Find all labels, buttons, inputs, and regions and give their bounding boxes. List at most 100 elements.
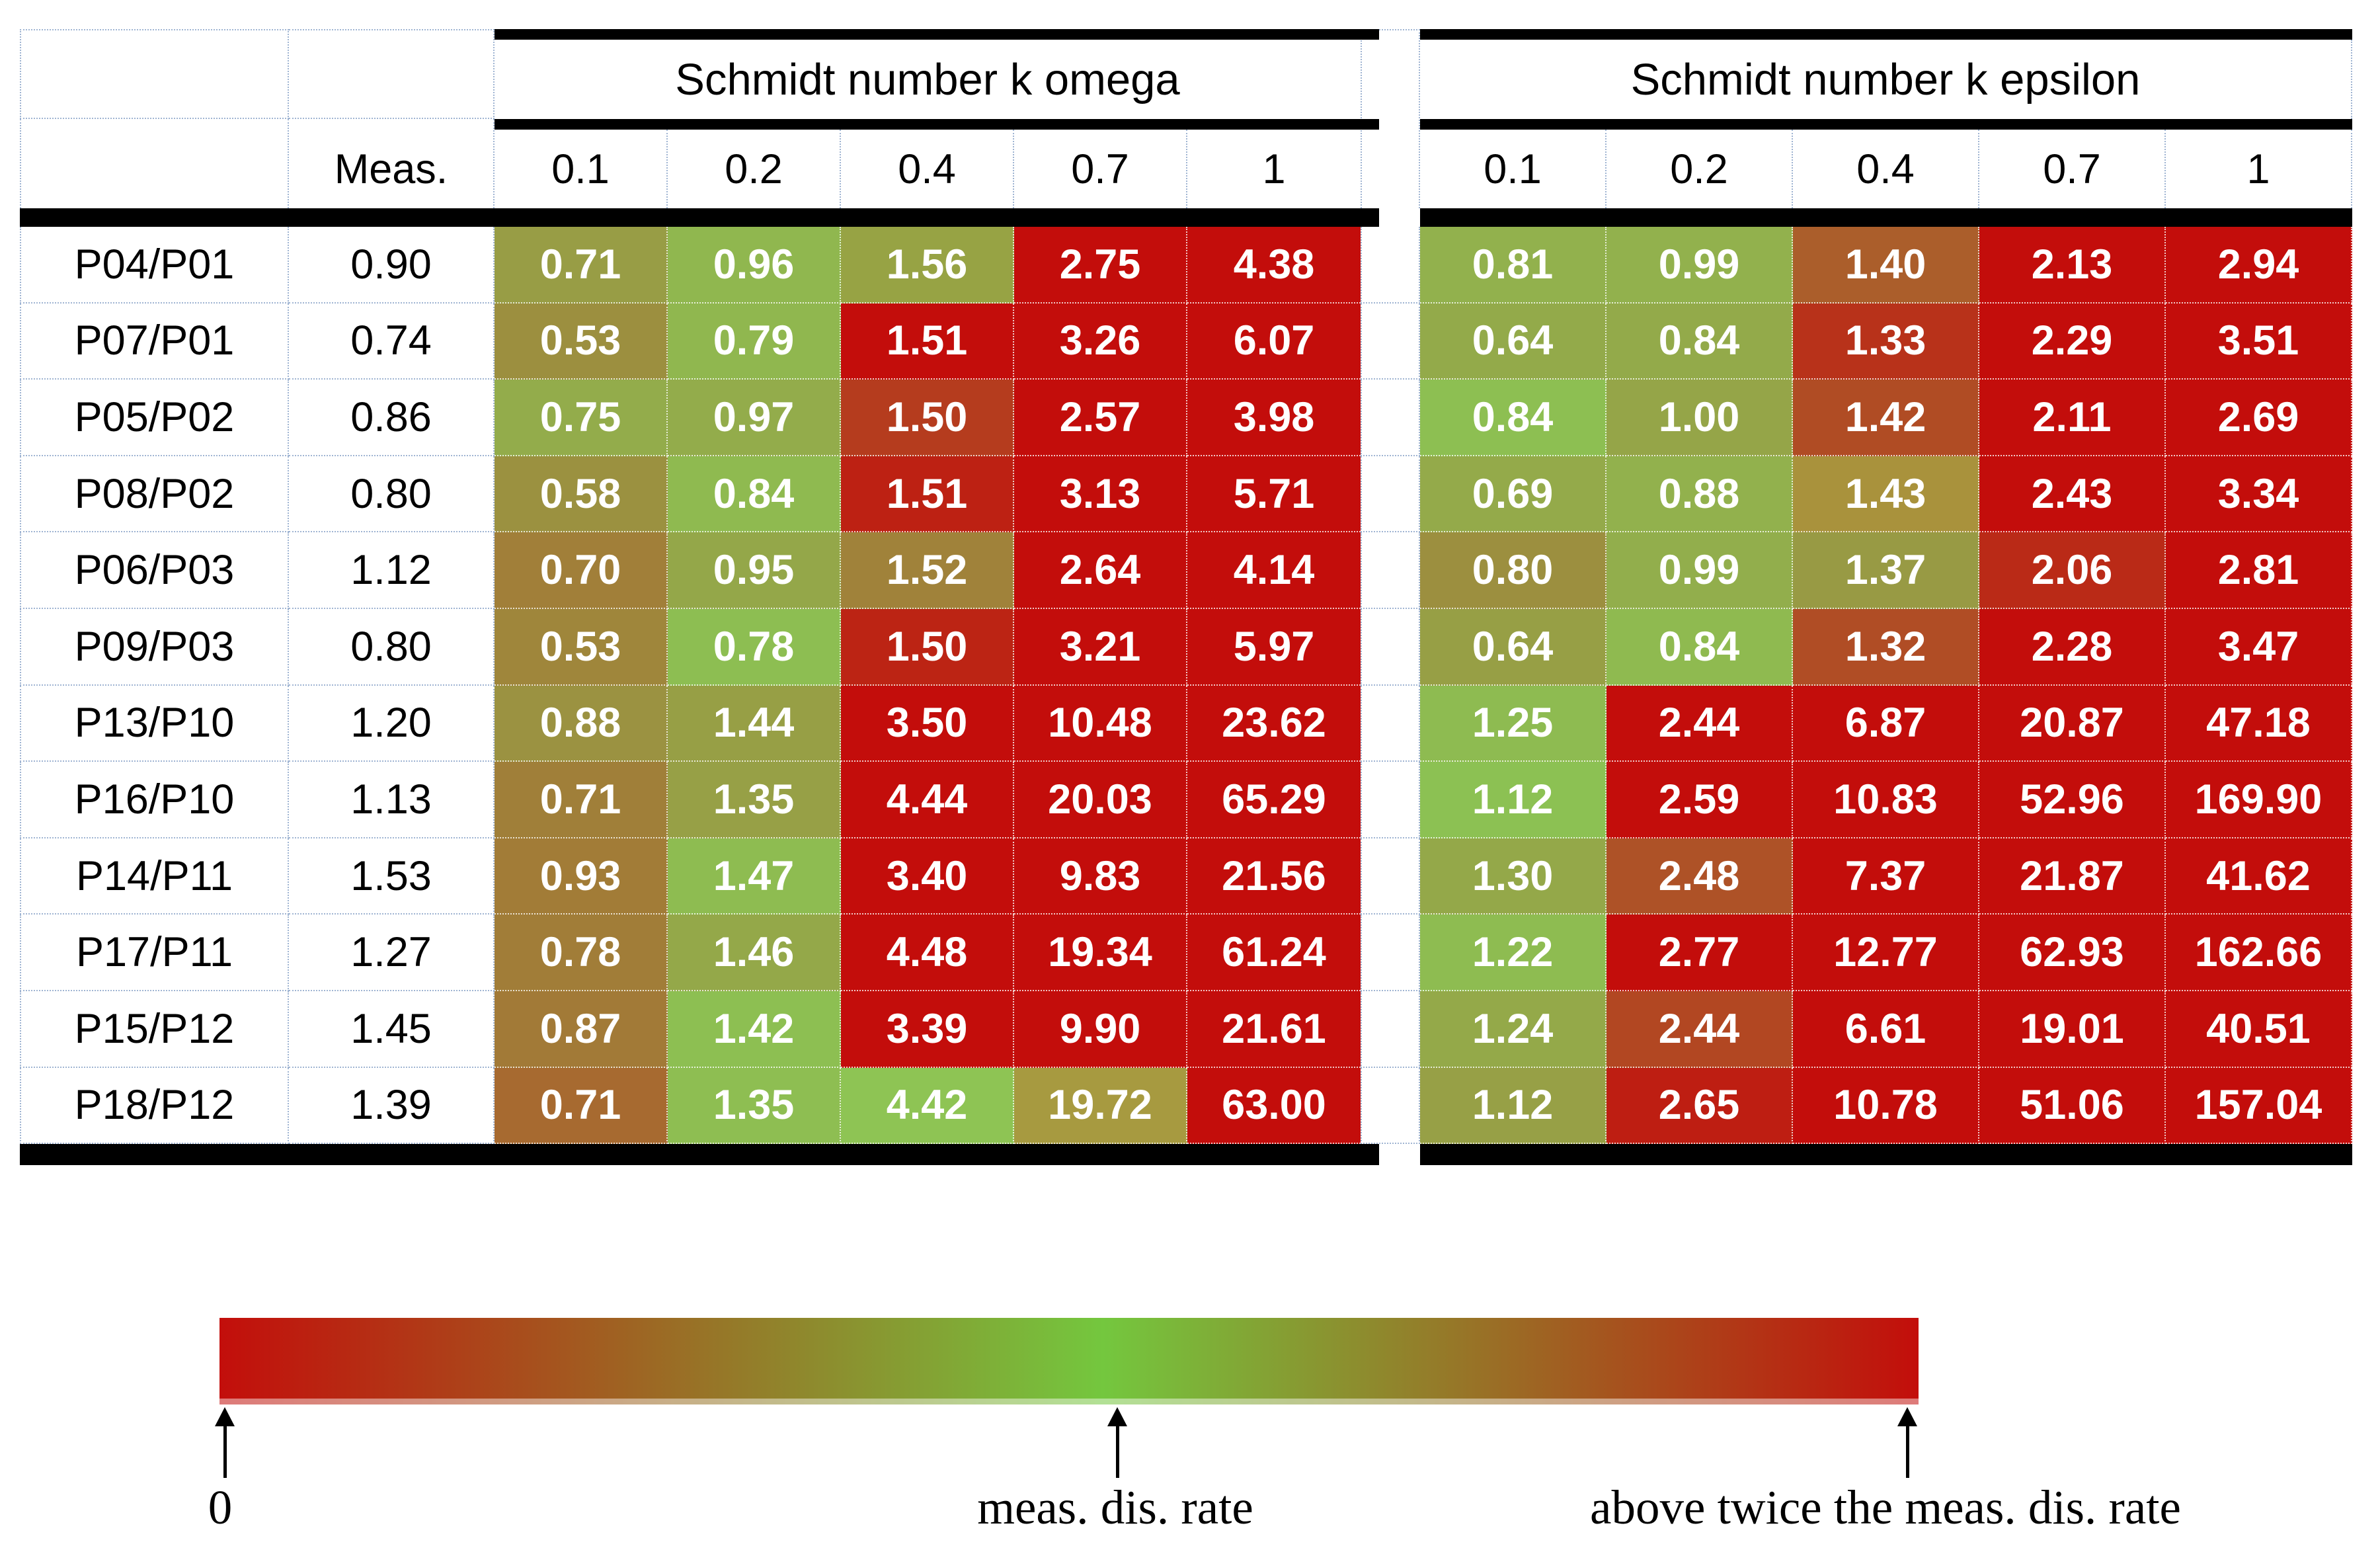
k-epsilon-value-cell: 1.00 [1606, 380, 1793, 456]
k-epsilon-value-cell: 0.80 [1420, 532, 1606, 609]
gap-cell [1361, 1067, 1420, 1145]
k-omega-value-cell: 0.97 [668, 380, 841, 456]
up-arrow-icon [1107, 1407, 1128, 1478]
k-omega-value-cell: 1.44 [668, 685, 841, 762]
k-epsilon-value-cell: 52.96 [1979, 762, 2166, 838]
schmidt-column-header: 0.1 [1420, 130, 1606, 208]
black-rule [1420, 1144, 2352, 1166]
k-omega-value-cell: 21.56 [1187, 838, 1361, 915]
meas-value-cell: 0.74 [289, 303, 495, 380]
gap-cell [1361, 532, 1420, 609]
schmidt-column-header: 0.2 [1606, 130, 1793, 208]
k-omega-value-cell: 1.35 [668, 1067, 841, 1145]
schmidt-column-header: 0.4 [1793, 130, 1979, 208]
meas-value-cell: 1.13 [289, 762, 495, 838]
gap-cell [1361, 685, 1420, 762]
meas-value-cell: 0.90 [289, 227, 495, 304]
color-scale-gradient-bar [219, 1318, 1919, 1404]
black-rule [1420, 29, 2352, 40]
k-omega-value-cell: 0.84 [668, 456, 841, 533]
black-rule [20, 208, 1379, 227]
k-omega-value-cell: 0.71 [495, 762, 668, 838]
k-omega-value-cell: 6.07 [1187, 303, 1361, 380]
k-omega-value-cell: 9.90 [1014, 991, 1187, 1068]
k-epsilon-value-cell: 51.06 [1979, 1067, 2166, 1145]
corner-cell [20, 119, 289, 208]
row-label-cell: P16/P10 [20, 762, 289, 838]
k-epsilon-value-cell: 2.06 [1979, 532, 2166, 609]
k-epsilon-value-cell: 7.37 [1793, 838, 1979, 915]
k-epsilon-value-cell: 162.66 [2166, 915, 2352, 991]
gap-cell [1361, 380, 1420, 456]
k-epsilon-value-cell: 0.84 [1606, 303, 1793, 380]
k-epsilon-value-cell: 1.22 [1420, 915, 1606, 991]
row-label-cell: P17/P11 [20, 915, 289, 991]
schmidt-column-header: 1 [2166, 130, 2352, 208]
k-omega-value-cell: 3.40 [841, 838, 1014, 915]
gap-cell [1361, 838, 1420, 915]
k-omega-value-cell: 3.21 [1014, 608, 1187, 686]
k-epsilon-value-cell: 2.94 [2166, 227, 2352, 304]
k-epsilon-value-cell: 0.81 [1420, 227, 1606, 304]
meas-value-cell: 1.53 [289, 838, 495, 915]
schmidt-column-header: 1 [1187, 130, 1361, 208]
k-omega-value-cell: 0.96 [668, 227, 841, 304]
k-omega-value-cell: 1.51 [841, 456, 1014, 533]
k-epsilon-value-cell: 0.64 [1420, 608, 1606, 686]
gap-cell [1361, 29, 1420, 208]
k-epsilon-value-cell: 157.04 [2166, 1067, 2352, 1145]
scale-label-zero: 0 [208, 1481, 233, 1534]
k-omega-value-cell: 1.50 [841, 380, 1014, 456]
black-rule [495, 29, 1379, 40]
meas-value-cell: 1.12 [289, 532, 495, 609]
k-epsilon-value-cell: 2.59 [1606, 762, 1793, 838]
gap-cell [1361, 915, 1420, 991]
row-label-cell: P09/P03 [20, 608, 289, 686]
k-omega-value-cell: 2.64 [1014, 532, 1187, 609]
gap-cell [1361, 227, 1420, 304]
k-omega-value-cell: 3.39 [841, 991, 1014, 1068]
k-epsilon-value-cell: 2.28 [1979, 608, 2166, 686]
row-label-cell: P13/P10 [20, 685, 289, 762]
k-omega-value-cell: 4.38 [1187, 227, 1361, 304]
k-omega-value-cell: 21.61 [1187, 991, 1361, 1068]
k-omega-value-cell: 0.58 [495, 456, 668, 533]
row-label-cell: P14/P11 [20, 838, 289, 915]
schmidt-column-header: 0.1 [495, 130, 668, 208]
k-epsilon-value-cell: 12.77 [1793, 915, 1979, 991]
scale-label-twice-meas-rate: above twice the meas. dis. rate [1590, 1481, 2181, 1534]
scale-label-meas-rate: meas. dis. rate [977, 1481, 1253, 1534]
schmidt-column-header: 0.4 [841, 130, 1014, 208]
k-omega-value-cell: 1.50 [841, 608, 1014, 686]
k-omega-value-cell: 0.53 [495, 608, 668, 686]
row-label-cell: P06/P03 [20, 532, 289, 609]
k-omega-value-cell: 1.46 [668, 915, 841, 991]
k-omega-value-cell: 1.51 [841, 303, 1014, 380]
k-epsilon-value-cell: 2.81 [2166, 532, 2352, 609]
k-epsilon-value-cell: 1.42 [1793, 380, 1979, 456]
k-epsilon-value-cell: 0.99 [1606, 227, 1793, 304]
arrow-head [1897, 1407, 1917, 1426]
row-label-cell: P04/P01 [20, 227, 289, 304]
k-omega-value-cell: 1.47 [668, 838, 841, 915]
k-epsilon-value-cell: 2.11 [1979, 380, 2166, 456]
group-header: Schmidt number k epsilon [1420, 40, 2352, 119]
k-omega-value-cell: 1.42 [668, 991, 841, 1068]
k-epsilon-value-cell: 62.93 [1979, 915, 2166, 991]
k-omega-value-cell: 3.98 [1187, 380, 1361, 456]
k-omega-value-cell: 0.95 [668, 532, 841, 609]
k-epsilon-value-cell: 0.64 [1420, 303, 1606, 380]
k-epsilon-value-cell: 3.47 [2166, 608, 2352, 686]
k-omega-value-cell: 0.70 [495, 532, 668, 609]
gap-cell [1361, 303, 1420, 380]
k-omega-value-cell: 1.35 [668, 762, 841, 838]
k-omega-value-cell: 19.72 [1014, 1067, 1187, 1145]
k-omega-value-cell: 3.26 [1014, 303, 1187, 380]
schmidt-column-header: 0.7 [1979, 130, 2166, 208]
k-epsilon-value-cell: 1.12 [1420, 1067, 1606, 1145]
k-epsilon-value-cell: 0.69 [1420, 456, 1606, 533]
schmidt-column-header: 0.2 [668, 130, 841, 208]
k-epsilon-value-cell: 169.90 [2166, 762, 2352, 838]
k-omega-value-cell: 19.34 [1014, 915, 1187, 991]
k-omega-value-cell: 0.53 [495, 303, 668, 380]
